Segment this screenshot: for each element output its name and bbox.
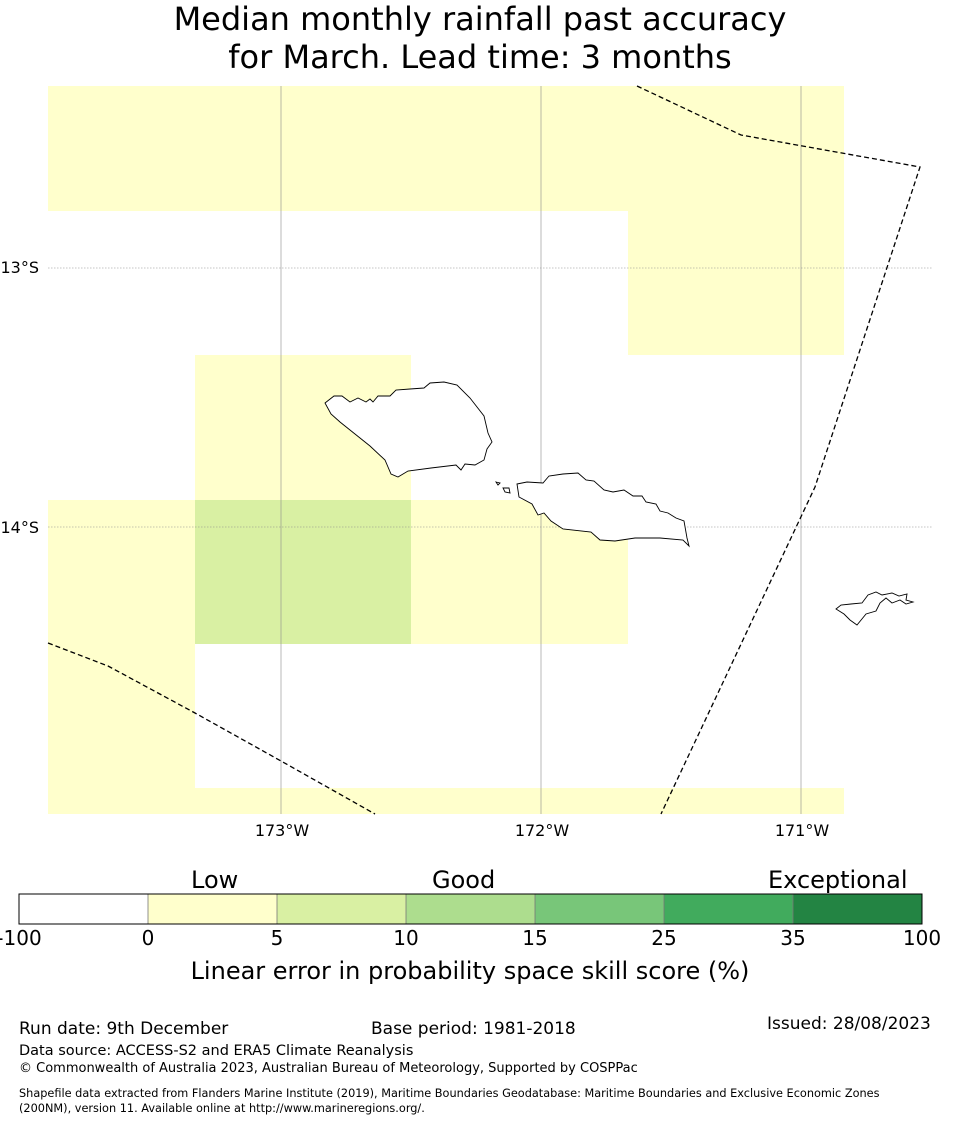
colorbar-tick: 35	[780, 926, 806, 950]
lat-label-13s: 13°S	[0, 258, 39, 277]
skill-grid	[48, 86, 844, 814]
title-line-1: Median monthly rainfall past accuracy	[173, 0, 787, 38]
issued-date: Issued: 28/08/2023	[767, 1014, 931, 1034]
colorbar-tick: 25	[651, 926, 677, 950]
colorbar-segment	[535, 894, 664, 924]
island-savaii	[324, 381, 493, 478]
colorbar-axis-label: Linear error in probability space skill …	[190, 957, 750, 985]
grid-cell-low	[48, 86, 628, 211]
coastlines	[324, 381, 915, 626]
colorbar	[18, 893, 923, 925]
colorbar-category-low: Low	[191, 866, 239, 894]
map-title: Median monthly rainfall past accuracy fo…	[0, 0, 960, 76]
grid-cell-good	[195, 500, 411, 644]
colorbar-segment	[793, 894, 922, 924]
grid-cell-low	[48, 500, 195, 788]
lat-label-14s: 14°S	[0, 518, 39, 537]
colorbar-tick: 5	[270, 926, 284, 950]
shapefile-credit-line-1: Shapefile data extracted from Flanders M…	[19, 1087, 880, 1100]
run-date: Run date: 9th December	[19, 1019, 229, 1039]
island-tutuila	[835, 591, 915, 626]
eez-boundary-north	[636, 85, 921, 815]
grid-cell-low	[48, 788, 844, 814]
colorbar-segment	[148, 894, 277, 924]
colorbar-tick: 0	[141, 926, 155, 950]
lon-label-172w: 172°W	[515, 821, 570, 840]
base-period: Base period: 1981-2018	[371, 1019, 576, 1039]
colorbar-tick: 15	[522, 926, 548, 950]
colorbar-segment	[19, 894, 148, 924]
island-upolu	[516, 472, 690, 548]
copyright: © Commonwealth of Australia 2023, Austra…	[19, 1061, 638, 1076]
shapefile-credit-line-2: (200NM), version 11. Available online at…	[19, 1102, 425, 1115]
island-apolima	[502, 487, 511, 494]
colorbar-segment	[664, 894, 793, 924]
colorbar-tick: 100	[902, 926, 942, 950]
eez-boundary-south	[47, 642, 376, 815]
island-manono	[494, 481, 501, 486]
colorbar-category-exceptional: Exceptional	[768, 866, 908, 894]
colorbar-category-good: Good	[432, 866, 496, 894]
colorbar-tick: 10	[393, 926, 419, 950]
lon-label-171w: 171°W	[775, 821, 830, 840]
graticule	[48, 86, 932, 814]
colorbar-segment	[406, 894, 535, 924]
eez-boundaries	[47, 85, 921, 815]
colorbar-segment	[277, 894, 406, 924]
colorbar-tick: -100	[0, 926, 42, 950]
grid-cell-low	[628, 86, 844, 355]
lon-label-173w: 173°W	[255, 821, 310, 840]
title-line-2: for March. Lead time: 3 months	[228, 38, 732, 76]
colorbar-frame	[18, 893, 923, 925]
data-source: Data source: ACCESS-S2 and ERA5 Climate …	[19, 1043, 414, 1059]
